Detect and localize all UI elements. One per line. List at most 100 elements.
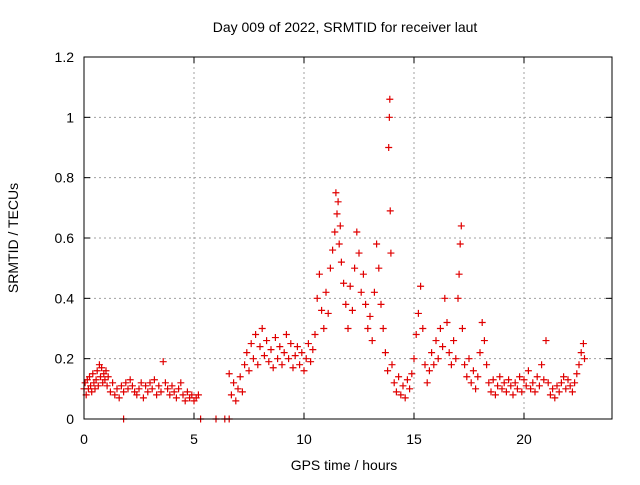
data-point — [581, 355, 588, 363]
data-point — [177, 379, 185, 387]
data-point — [135, 385, 143, 393]
data-point — [392, 388, 400, 396]
data-point — [520, 376, 528, 384]
data-point — [260, 352, 268, 360]
data-point — [377, 300, 385, 308]
data-point — [101, 376, 109, 384]
data-point — [474, 373, 482, 381]
data-point — [472, 385, 480, 393]
data-point — [150, 376, 158, 384]
data-point — [267, 346, 275, 354]
data-point — [496, 373, 504, 381]
data-point — [243, 349, 251, 357]
data-point — [103, 382, 111, 390]
data-point — [538, 361, 546, 369]
data-point — [333, 210, 341, 218]
axis-ticks: 0 0.2 0.4 0.6 0.8 1 1.2 0 5 10 15 20 — [55, 49, 612, 447]
data-point — [331, 228, 339, 236]
data-point — [254, 361, 262, 369]
data-point — [148, 385, 156, 393]
data-point — [183, 388, 191, 396]
data-point — [430, 361, 438, 369]
data-point — [385, 144, 393, 151]
data-point — [117, 382, 125, 390]
x-tick-label: 10 — [296, 431, 312, 447]
data-point — [287, 340, 295, 348]
data-point — [88, 388, 96, 396]
data-point — [236, 373, 244, 381]
data-point — [124, 385, 132, 393]
data-point — [560, 373, 568, 381]
data-point — [146, 379, 154, 387]
data-point — [336, 222, 344, 230]
data-point — [544, 379, 552, 387]
data-point — [480, 337, 488, 345]
x-tick-label: 15 — [406, 431, 422, 447]
data-point — [494, 382, 502, 390]
data-point — [120, 388, 128, 396]
data-point — [168, 382, 176, 390]
data-point — [238, 388, 246, 396]
data-point — [139, 394, 147, 402]
data-point — [346, 282, 354, 290]
data-point — [483, 361, 491, 369]
y-tick-label: 1.2 — [55, 49, 75, 65]
data-point — [332, 189, 340, 197]
data-point — [111, 391, 119, 399]
data-point — [366, 312, 374, 320]
data-point — [87, 382, 95, 390]
data-point — [164, 385, 172, 393]
data-point — [362, 300, 370, 308]
data-point — [326, 264, 334, 272]
data-point — [302, 355, 310, 363]
data-point — [461, 361, 469, 369]
data-point — [161, 379, 169, 387]
data-point — [458, 325, 466, 332]
y-tick-label: 0.4 — [55, 290, 75, 306]
data-point — [469, 367, 477, 375]
data-point — [397, 391, 405, 399]
data-point — [522, 382, 530, 390]
data-point — [329, 246, 337, 254]
data-point — [575, 361, 583, 369]
data-point — [278, 361, 286, 369]
data-point — [92, 376, 100, 384]
data-point — [128, 382, 136, 390]
data-point — [445, 349, 453, 357]
data-point — [298, 349, 306, 357]
data-point — [181, 397, 189, 405]
data-point — [359, 270, 367, 278]
data-point — [511, 379, 519, 387]
data-point — [535, 382, 543, 390]
data-point — [104, 373, 112, 381]
data-point — [307, 358, 315, 366]
data-point — [406, 385, 414, 393]
y-tick-label: 0.2 — [55, 351, 75, 367]
data-point — [318, 306, 326, 314]
data-point — [579, 340, 587, 348]
data-point — [566, 382, 574, 390]
data-point — [562, 385, 570, 393]
data-point — [463, 373, 471, 381]
data-point — [500, 379, 508, 387]
data-point — [313, 294, 321, 302]
data-point — [320, 325, 328, 332]
data-point — [513, 385, 521, 393]
data-point — [194, 391, 202, 399]
data-point — [322, 288, 330, 296]
data-point — [399, 382, 407, 390]
x-axis-title: GPS time / hours — [291, 457, 398, 473]
data-point — [245, 367, 253, 375]
data-point — [86, 373, 93, 381]
data-point — [179, 391, 187, 399]
data-point — [527, 385, 535, 393]
data-point — [342, 300, 350, 308]
data-point — [455, 270, 463, 278]
data-point — [465, 355, 473, 363]
data-point — [529, 379, 537, 387]
y-tick-label: 0.6 — [55, 230, 75, 246]
data-point — [282, 331, 290, 339]
